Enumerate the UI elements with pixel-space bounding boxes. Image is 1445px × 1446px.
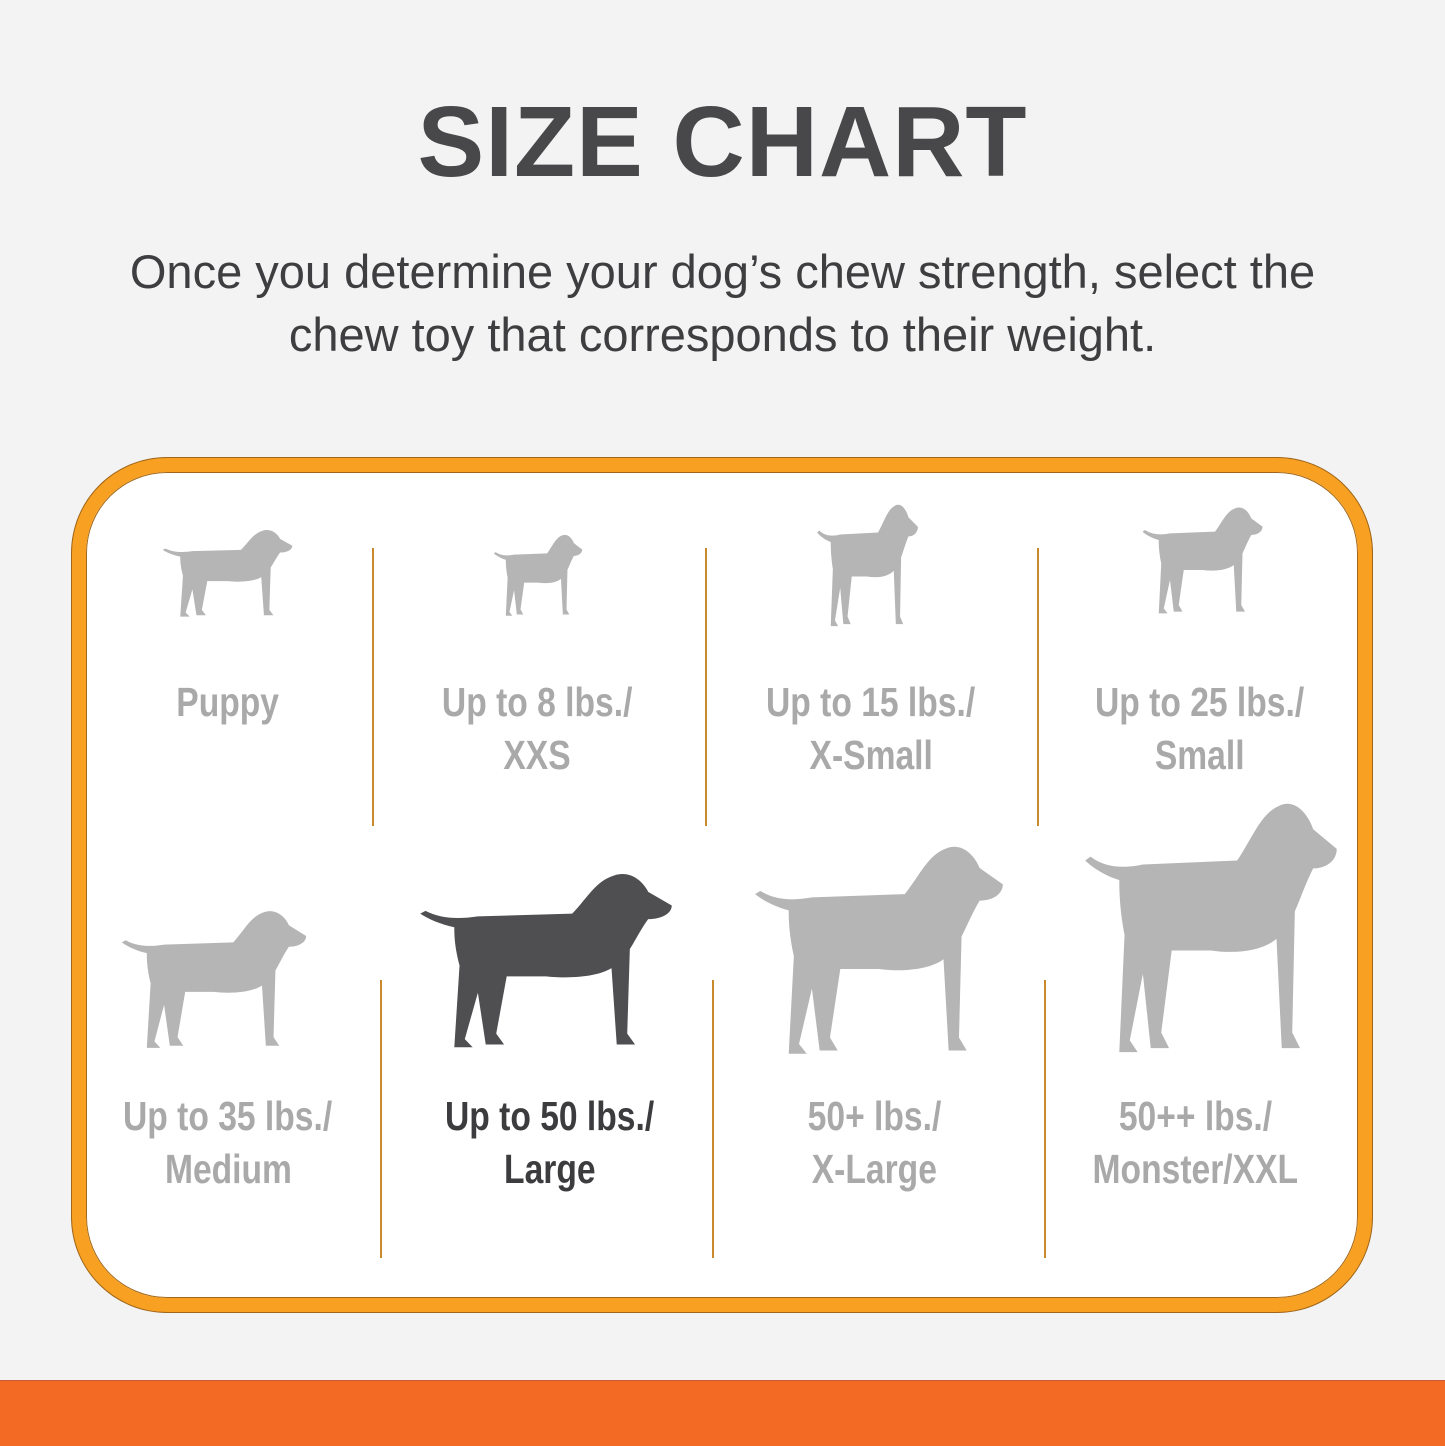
divider (1037, 548, 1039, 826)
divider (705, 548, 707, 826)
size-label: Small (1155, 732, 1245, 778)
size-option: 50++ lbs./ Monster/XXL (1030, 1090, 1360, 1196)
size-option: 50+ lbs./ X-Large (709, 1090, 1039, 1196)
page-title: SIZE CHART (417, 86, 1028, 198)
beagle-icon (121, 911, 307, 1048)
puppy-dog-icon (162, 530, 293, 617)
shepherd-icon (755, 846, 1003, 1054)
size-label: Up to 50 lbs./ (445, 1093, 655, 1139)
size-label: Up to 25 lbs./ (1095, 679, 1305, 725)
divider (1044, 980, 1046, 1258)
size-option: Puppy (63, 676, 393, 747)
divider (380, 980, 382, 1258)
size-label: Up to 35 lbs./ (123, 1093, 333, 1139)
divider (712, 980, 714, 1258)
size-label: X-Large (811, 1146, 937, 1192)
subtitle-line: Once you determine your dog’s chew stren… (129, 245, 1316, 298)
divider (372, 548, 374, 826)
size-label: Medium (164, 1146, 292, 1192)
size-label: Up to 8 lbs./ (441, 679, 633, 725)
size-label: XXS (503, 732, 571, 778)
size-label: Large (504, 1146, 596, 1192)
size-label: Puppy (176, 679, 280, 725)
size-label: Up to 15 lbs./ (766, 679, 976, 725)
subtitle-line: chew toy that corresponds to their weigh… (288, 308, 1157, 361)
size-label: X-Small (809, 732, 933, 778)
labrador-icon (420, 874, 672, 1048)
chihuahua-icon (493, 534, 583, 616)
pinscher-icon (817, 504, 918, 627)
size-label: 50++ lbs./ (1118, 1093, 1272, 1139)
terrier-icon (1142, 507, 1263, 614)
size-option: Up to 50 lbs./ Large (385, 1090, 715, 1196)
subtitle: Once you determine your dog’s chew stren… (0, 240, 1445, 366)
size-option: Up to 8 lbs./ XXS (372, 676, 702, 782)
size-option: Up to 25 lbs./ Small (1035, 676, 1365, 782)
size-option: Up to 35 lbs./ Medium (63, 1090, 393, 1196)
size-option: Up to 15 lbs./ X-Small (706, 676, 1036, 782)
size-label: Monster/XXL (1092, 1146, 1298, 1192)
footer-band (0, 1380, 1445, 1446)
size-label: 50+ lbs./ (807, 1093, 941, 1139)
great-dane-icon (1085, 803, 1337, 1053)
